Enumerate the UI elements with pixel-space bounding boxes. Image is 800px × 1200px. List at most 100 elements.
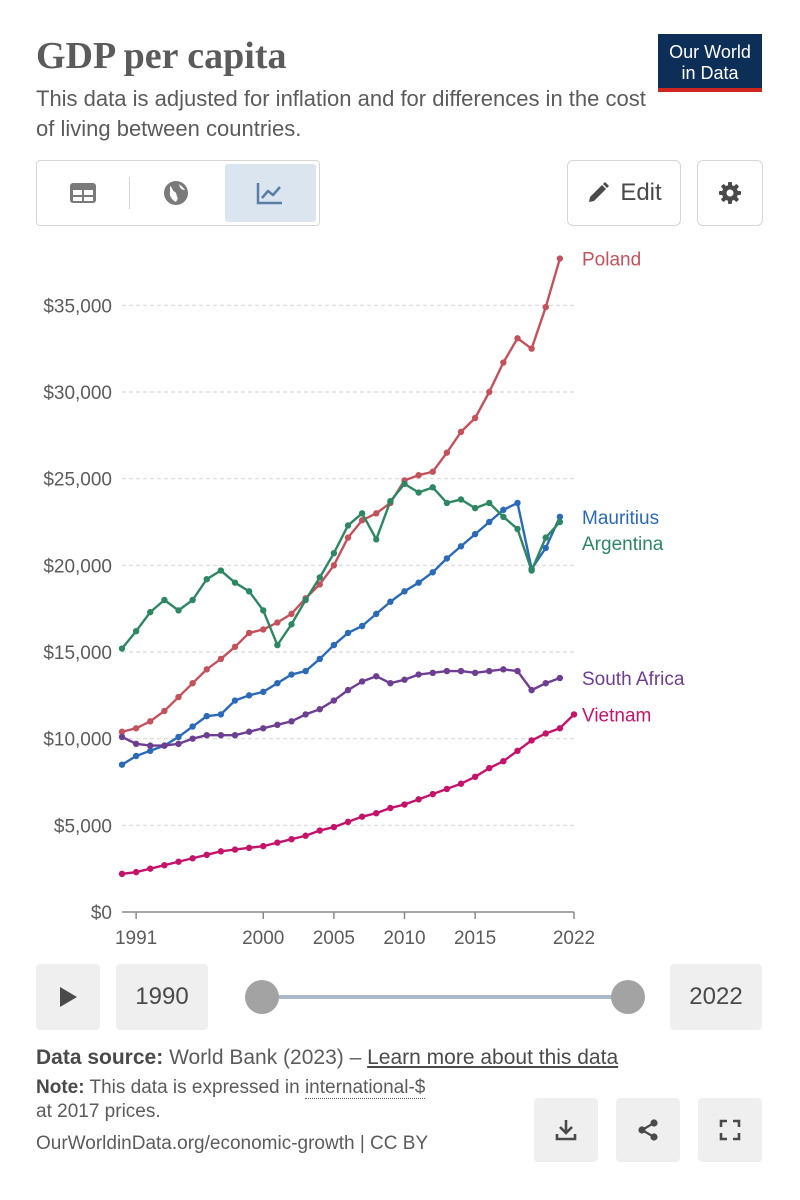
data-point-mauritius	[429, 569, 436, 576]
data-point-mauritius	[387, 598, 394, 605]
data-point-vietnam	[203, 851, 210, 858]
data-point-poland	[542, 303, 549, 311]
data-point-vietnam	[415, 796, 422, 803]
end-year-label: 2022	[670, 964, 762, 1030]
play-button[interactable]	[36, 964, 100, 1030]
data-point-vietnam	[161, 862, 168, 869]
footer-url[interactable]: OurWorldinData.org/economic-growth | CC …	[36, 1133, 429, 1154]
data-point-poland	[373, 510, 380, 517]
data-point-mauritius	[132, 752, 140, 760]
data-point-mauritius	[542, 544, 549, 552]
data-point-vietnam	[471, 773, 479, 780]
data-point-south-africa	[500, 666, 507, 673]
data-point-mauritius	[260, 688, 267, 696]
data-point-south-africa	[231, 732, 239, 739]
data-point-mauritius	[358, 622, 366, 630]
data-point-argentina	[245, 588, 253, 595]
data-point-vietnam	[330, 823, 338, 831]
line-chart: $0 $5,000 $10,000 $15,000 $20,000 $25,000 $30,…	[43, 250, 685, 949]
data-point-south-africa	[528, 686, 535, 694]
data-point-poland	[486, 388, 493, 396]
data-point-mauritius	[175, 733, 182, 741]
data-point-argentina	[203, 576, 210, 583]
download-icon	[555, 1120, 577, 1141]
fullscreen-button[interactable]	[698, 1098, 762, 1162]
line-chart-icon	[257, 183, 283, 205]
series-line-mauritius	[121, 501, 561, 766]
data-point-poland	[132, 725, 140, 732]
data-point-vietnam	[260, 842, 267, 850]
data-point-vietnam	[457, 780, 465, 787]
data-point-argentina	[443, 499, 451, 507]
data-point-south-africa	[471, 669, 479, 676]
data-point-vietnam	[245, 844, 253, 852]
timeline-start-handle[interactable]	[245, 980, 279, 1014]
data-point-argentina	[401, 480, 408, 488]
data-point-argentina	[486, 499, 493, 507]
tab-chart[interactable]	[224, 164, 316, 222]
data-point-argentina	[231, 579, 239, 586]
logo-line-1: Our World	[669, 42, 751, 62]
data-point-vietnam	[132, 868, 140, 876]
gear-icon	[719, 182, 741, 204]
edit-button[interactable]: Edit	[567, 160, 681, 226]
data-point-south-africa	[302, 711, 309, 718]
data-point-mauritius	[330, 641, 338, 649]
y-tick-label: $25,000	[43, 470, 112, 491]
download-button[interactable]	[534, 1098, 598, 1162]
data-point-argentina	[358, 510, 366, 517]
y-tick-label: $15,000	[43, 643, 112, 664]
data-point-south-africa	[486, 667, 493, 675]
data-point-poland	[556, 255, 564, 262]
tab-table[interactable]	[37, 161, 129, 225]
table-icon	[69, 183, 96, 203]
legend-label-vietnam: Vietnam	[582, 705, 651, 726]
data-point-mauritius	[415, 579, 422, 586]
tab-map[interactable]	[130, 161, 222, 225]
data-point-south-africa	[344, 686, 352, 694]
data-point-argentina	[415, 489, 422, 496]
data-point-south-africa	[147, 742, 154, 749]
data-source-text: World Bank (2023) –	[169, 1046, 362, 1069]
data-point-south-africa	[118, 733, 126, 741]
data-point-mauritius	[118, 761, 126, 768]
data-point-vietnam	[500, 758, 507, 765]
chart-title: GDP per capita	[36, 35, 287, 77]
owid-logo[interactable]: Our World in Data	[658, 34, 762, 92]
data-point-vietnam	[288, 836, 295, 843]
x-tick-label: 2010	[383, 928, 425, 949]
data-point-south-africa	[429, 669, 436, 676]
data-point-mauritius	[316, 655, 323, 663]
data-point-vietnam	[443, 785, 451, 793]
timeline: 1990 2022	[0, 964, 800, 1034]
data-point-south-africa	[316, 706, 323, 713]
data-point-vietnam	[570, 711, 578, 718]
edit-button-label: Edit	[620, 179, 662, 206]
share-button[interactable]	[616, 1098, 680, 1162]
data-point-south-africa	[274, 721, 281, 728]
data-point-mauritius	[514, 499, 521, 507]
data-point-vietnam	[528, 737, 535, 744]
data-point-south-africa	[288, 718, 295, 725]
timeline-track[interactable]	[262, 995, 628, 999]
data-point-argentina	[344, 522, 352, 529]
timeline-end-handle[interactable]	[611, 980, 645, 1014]
data-point-argentina	[147, 608, 154, 616]
data-point-poland	[429, 468, 436, 475]
learn-more-link[interactable]: Learn more about this data	[367, 1046, 619, 1069]
data-point-poland	[528, 345, 535, 352]
data-point-poland	[500, 359, 507, 366]
data-point-south-africa	[260, 725, 267, 732]
data-point-vietnam	[316, 827, 323, 834]
data-point-argentina	[514, 525, 521, 533]
settings-button[interactable]	[697, 160, 763, 226]
legend-label-south-africa: South Africa	[582, 669, 685, 690]
data-point-poland	[118, 728, 126, 735]
data-point-argentina	[373, 536, 380, 543]
note-text: This data is expressed in	[89, 1077, 300, 1098]
international-dollar-link[interactable]: international-$	[304, 1077, 426, 1099]
data-point-mauritius	[203, 712, 210, 720]
data-point-argentina	[457, 496, 465, 503]
data-point-mauritius	[245, 692, 253, 699]
y-tick-label: $0	[91, 903, 112, 924]
